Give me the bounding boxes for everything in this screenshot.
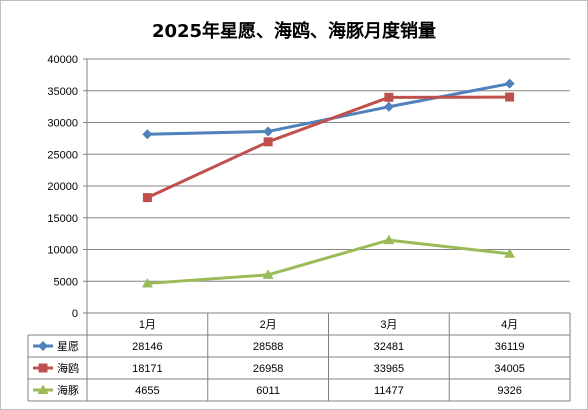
category-label: 2月: [260, 319, 277, 331]
data-label: 28588: [253, 341, 284, 353]
data-point: [142, 193, 152, 203]
data-point: [263, 137, 273, 147]
category-label: 3月: [380, 319, 397, 331]
series-name: 海鸥: [57, 361, 79, 375]
data-point: [384, 92, 394, 102]
data-point: [383, 101, 394, 112]
y-tick-label: 35000: [47, 86, 78, 98]
y-tick-label: 25000: [47, 149, 78, 161]
data-point: [263, 126, 274, 137]
data-point: [262, 269, 274, 279]
data-label: 9326: [497, 385, 521, 397]
data-label: 6011: [256, 385, 280, 397]
data-label: 32481: [374, 341, 405, 353]
category-label: 1月: [139, 319, 156, 331]
y-tick-label: 15000: [47, 213, 78, 225]
data-label: 33965: [374, 363, 405, 375]
data-label: 26958: [253, 363, 284, 375]
data-label: 4655: [135, 385, 159, 397]
data-point: [383, 234, 395, 245]
y-tick-label: 5000: [54, 276, 78, 288]
y-tick-label: 0: [72, 308, 78, 320]
data-point: [142, 129, 153, 140]
data-label: 28146: [132, 341, 163, 353]
y-tick-label: 20000: [47, 181, 78, 193]
y-tick-label: 40000: [47, 54, 78, 66]
legend-marker: [38, 363, 48, 373]
data-label: 11477: [374, 385, 404, 397]
series-name: 星愿: [57, 340, 79, 353]
data-point: [504, 78, 515, 89]
series-line-3: [147, 238, 510, 285]
y-axis: 0 5000 10000 15000 20000 25000 30000 35000 40000: [47, 54, 88, 320]
category-label: 4月: [501, 319, 518, 331]
data-label: 18171: [132, 363, 163, 375]
legend-marker: [37, 384, 49, 394]
data-point: [141, 277, 153, 288]
data-point: [505, 92, 515, 102]
chart-title: 2025年星愿、海鸥、海豚月度销量: [152, 20, 436, 42]
data-label: 36119: [495, 341, 525, 353]
y-tick-label: 30000: [47, 118, 78, 130]
data-label: 34005: [494, 363, 525, 375]
series-line-2: [146, 95, 510, 199]
data-point: [504, 248, 516, 258]
series-name: 海豚: [57, 383, 79, 397]
series-lines: [141, 78, 516, 288]
legend-marker: [38, 341, 48, 351]
y-tick-label: 10000: [47, 245, 78, 257]
